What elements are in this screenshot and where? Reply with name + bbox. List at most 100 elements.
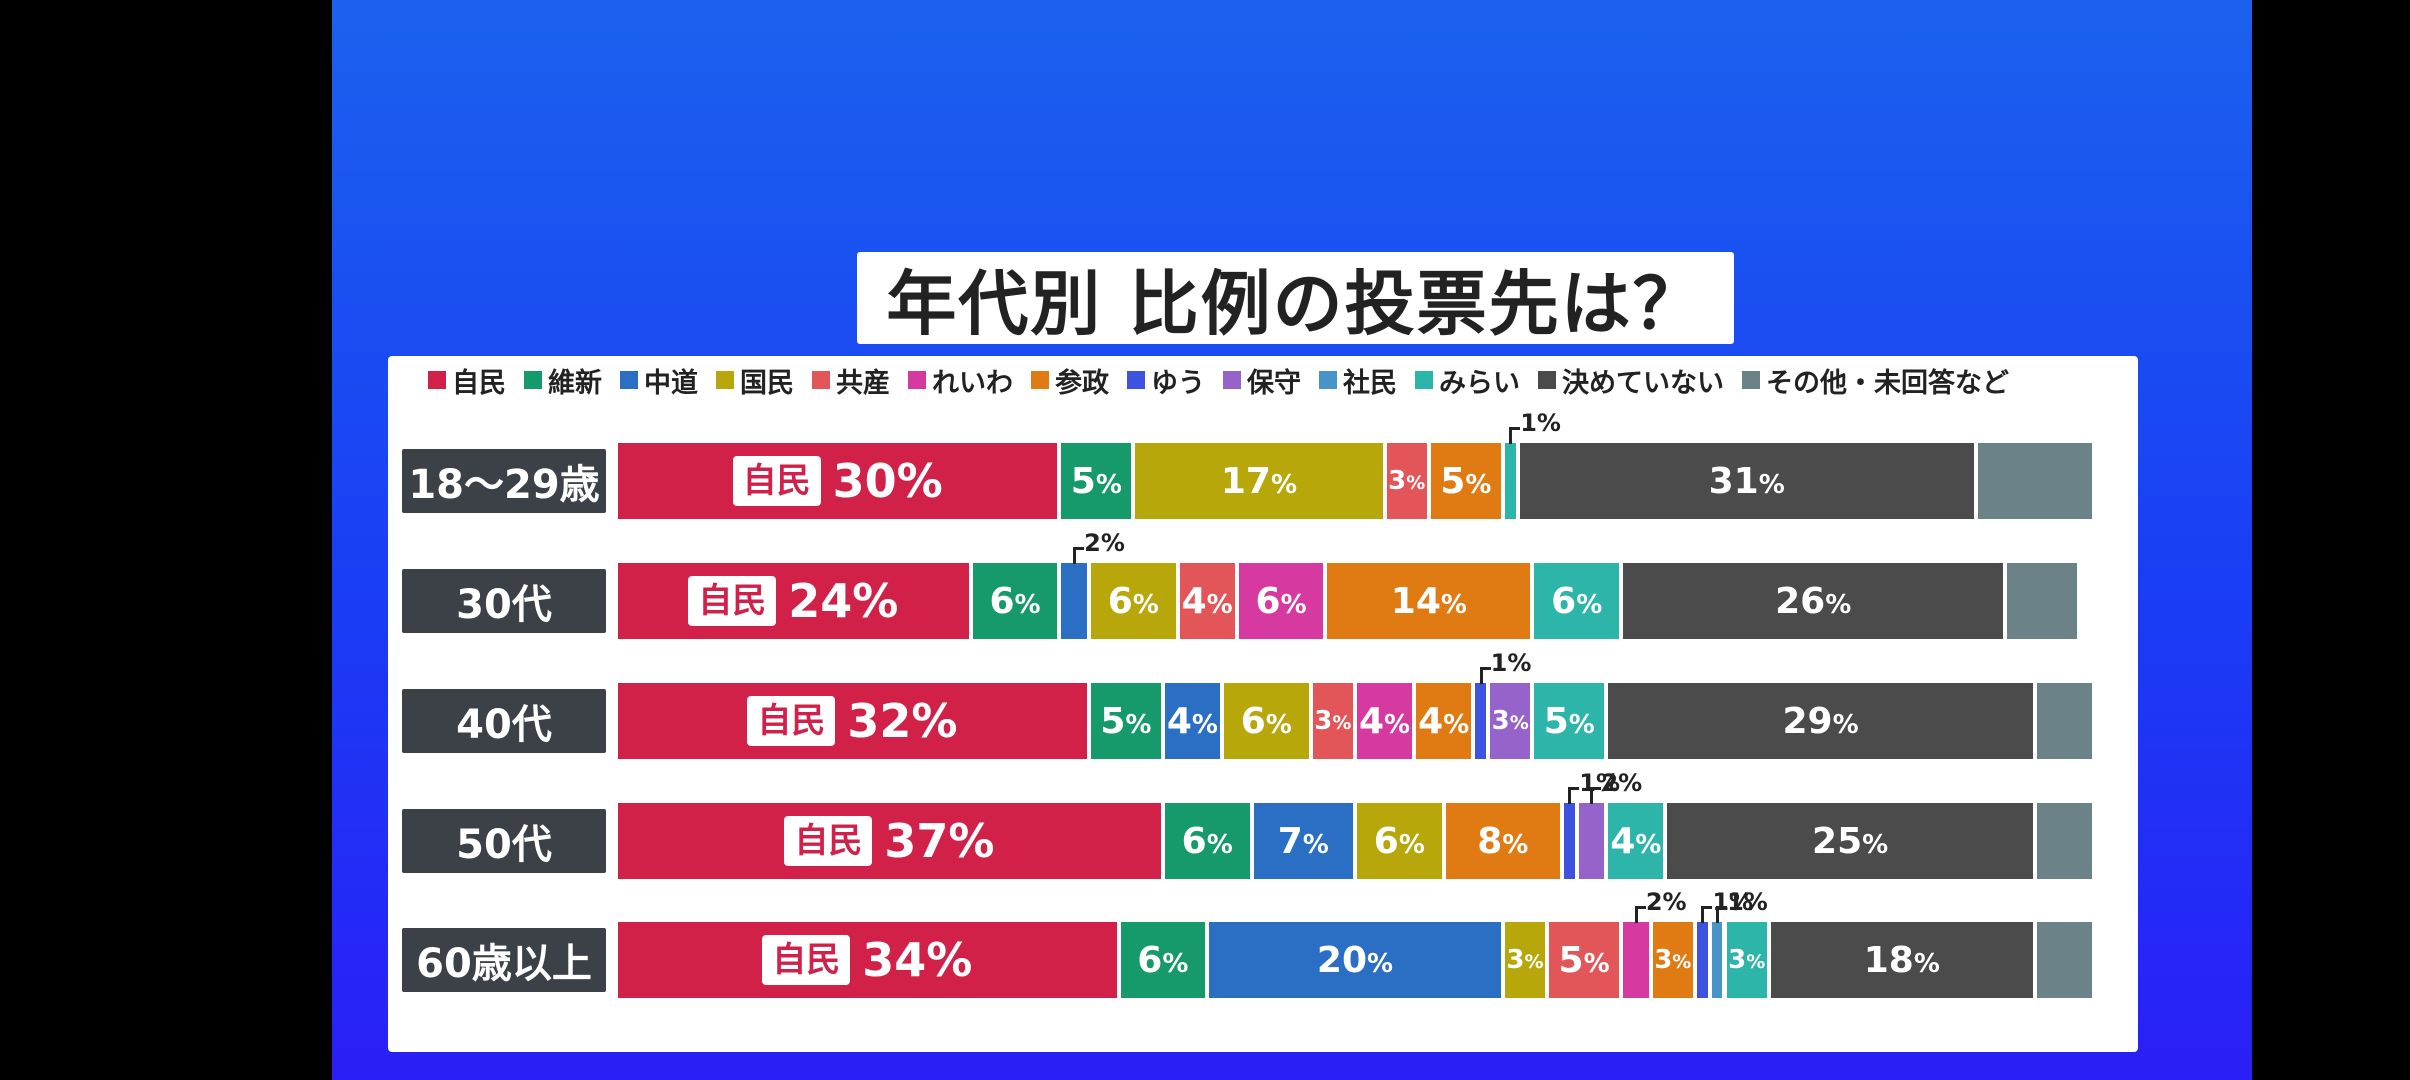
party-badge: 自民	[688, 576, 777, 626]
bar-segment: 4%	[1416, 683, 1472, 759]
legend-item: その他・未回答など	[1742, 361, 2009, 400]
callout-label: 1%	[1520, 409, 1561, 437]
legend-label: 中道	[644, 367, 698, 399]
callout-leader	[1568, 787, 1580, 804]
data-label: 32%	[847, 694, 958, 748]
data-label: 4%	[1181, 580, 1233, 622]
row-label: 18〜29歳	[402, 449, 606, 513]
bar-segment: 3%	[1386, 443, 1427, 519]
bar-segment	[1504, 443, 1516, 519]
callout-leader	[1509, 427, 1521, 444]
bar-segment	[1977, 443, 2092, 519]
legend-item: 中道	[620, 361, 698, 400]
data-label: 14%	[1390, 580, 1467, 622]
legend-item: ゆう	[1127, 361, 1205, 400]
callout-label: 1%	[1712, 888, 1754, 916]
data-label: 34%	[862, 933, 973, 987]
bar-segment: 6%	[1090, 563, 1176, 639]
bar-segment: 3%	[1490, 683, 1531, 759]
party-badge: 自民	[747, 696, 836, 746]
bar-segment: 自民 32%	[618, 683, 1087, 759]
data-label: 3%	[1314, 706, 1352, 736]
bar-segment: 6%	[1357, 803, 1442, 879]
data-label: 3%	[1728, 945, 1766, 975]
data-label: 18%	[1863, 939, 1940, 981]
callout-leader	[1634, 906, 1646, 923]
callout-leader	[1590, 787, 1602, 804]
bar-segment: 20%	[1209, 922, 1501, 998]
bar-row: 自民 24% 6% 6% 4% 6% 14% 6% 26%	[618, 563, 2096, 639]
bar-segment: 3%	[1726, 922, 1767, 998]
party-badge: 自民	[732, 456, 821, 506]
legend-item: 国民	[716, 361, 794, 400]
bar-segment: 7%	[1253, 803, 1353, 879]
legend-label: 共産	[836, 367, 890, 399]
bar-segment: 14%	[1327, 563, 1531, 639]
bar-segment	[1711, 922, 1723, 998]
data-label: 26%	[1775, 580, 1852, 622]
bar-segment: 5%	[1430, 443, 1501, 519]
data-label: 5%	[1543, 700, 1595, 742]
legend-item: 決めていない	[1538, 361, 1724, 400]
bar-segment: 6%	[972, 563, 1058, 639]
legend-item: れいわ	[908, 361, 1013, 400]
data-label: 37%	[884, 814, 995, 868]
bar-segment: 25%	[1667, 803, 2033, 879]
data-label: 4%	[1166, 700, 1218, 742]
bar-segment	[2036, 803, 2092, 879]
party-badge: 自民	[762, 935, 851, 985]
bar-segment: 4%	[1164, 683, 1220, 759]
data-label: 6%	[1107, 580, 1159, 622]
legend-swatch	[428, 371, 446, 389]
data-label: 6%	[1373, 820, 1425, 862]
bar-segment	[1578, 803, 1605, 879]
data-label: 6%	[1137, 939, 1189, 981]
data-label: 3%	[1491, 706, 1529, 736]
data-label: 3%	[1654, 945, 1692, 975]
callout-label: 1%	[1490, 649, 1532, 677]
legend-swatch	[716, 371, 734, 389]
data-label: 29%	[1782, 700, 1859, 742]
legend-label: 参政	[1055, 367, 1109, 399]
data-label: 20%	[1316, 939, 1394, 981]
data-label: 30%	[832, 454, 943, 508]
data-label: 8%	[1477, 820, 1529, 862]
legend-label: れいわ	[932, 367, 1013, 399]
bar-segment: 5%	[1534, 683, 1605, 759]
data-label: 5%	[1440, 460, 1492, 502]
data-label: 4%	[1610, 820, 1662, 862]
chart-title: 年代別 比例の投票先は？	[857, 252, 1734, 345]
callout-leader	[1073, 547, 1085, 564]
data-label: 4%	[1358, 700, 1411, 742]
bar-segment	[2036, 683, 2092, 759]
data-label: 6%	[1240, 700, 1292, 742]
bar-segment: 3%	[1652, 922, 1693, 998]
callout-label: 2%	[1084, 529, 1125, 557]
data-label: 6%	[1181, 820, 1233, 862]
bar-segment: 6%	[1164, 803, 1250, 879]
legend-label: 保守	[1247, 367, 1301, 399]
bar-row: 自民 32% 5% 4% 6% 3% 4% 4% 3% 5% 29%	[618, 683, 2096, 759]
row-label: 30代	[402, 569, 606, 633]
data-label: 5%	[1070, 460, 1122, 502]
callout-label: 1%	[1727, 888, 1768, 916]
legend-label: みらい	[1439, 367, 1520, 399]
row-label: 40代	[402, 689, 606, 753]
bar-segment	[1696, 922, 1708, 998]
legend-item: 社民	[1319, 361, 1397, 400]
data-label: 3%	[1388, 466, 1426, 496]
row-label: 50代	[402, 809, 606, 873]
legend-swatch	[1319, 371, 1337, 389]
legend-swatch	[1031, 371, 1049, 389]
legend-swatch	[1223, 371, 1241, 389]
legend-item: 参政	[1031, 361, 1109, 400]
bar-segment: 8%	[1445, 803, 1560, 879]
data-label: 5%	[1558, 939, 1610, 981]
legend-swatch	[812, 371, 830, 389]
data-label: 31%	[1708, 460, 1785, 502]
data-label: 17%	[1220, 460, 1297, 502]
row-label: 60歳以上	[402, 928, 606, 992]
legend-label: 維新	[548, 367, 602, 399]
data-label: 6%	[989, 580, 1041, 622]
data-label: 4%	[1418, 700, 1470, 742]
